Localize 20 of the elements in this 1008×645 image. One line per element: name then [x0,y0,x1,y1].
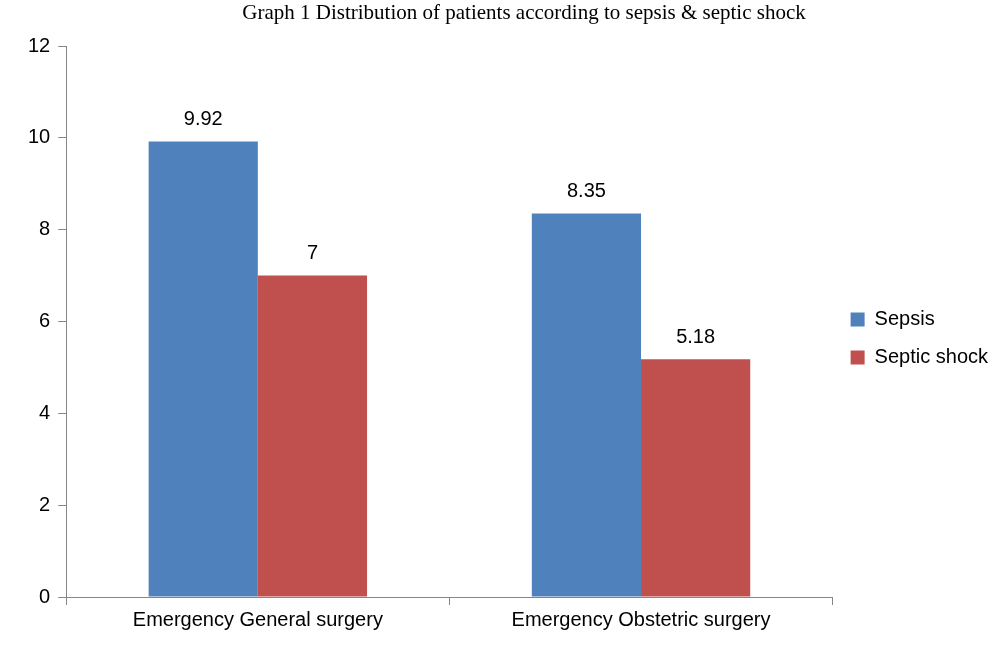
y-tick-label: 10 [28,125,51,148]
y-tick-label: 12 [28,33,51,56]
y-tick-label: 8 [39,217,51,240]
y-tick-label: 0 [39,584,51,607]
x-tick-label: Emergency General surgery [132,607,383,630]
chart-title: Graph 1 Distribution of patients according to sepsis & septic shock [241,0,807,26]
bar [531,213,642,597]
x-tick-label: Emergency Obstetric surgery [511,607,771,630]
data-label: 5.18 [676,324,716,347]
data-label: 7 [306,241,318,264]
legend-label: Septic shock [874,345,989,368]
bar [641,359,751,597]
data-label: 9.92 [183,107,223,130]
data-label: 8.35 [566,179,606,202]
y-tick-label: 4 [39,400,51,423]
y-tick-label: 2 [39,492,51,515]
legend-label: Sepsis [874,307,935,330]
y-tick-label: 6 [39,309,51,332]
bar [257,275,368,597]
bar [148,141,258,597]
